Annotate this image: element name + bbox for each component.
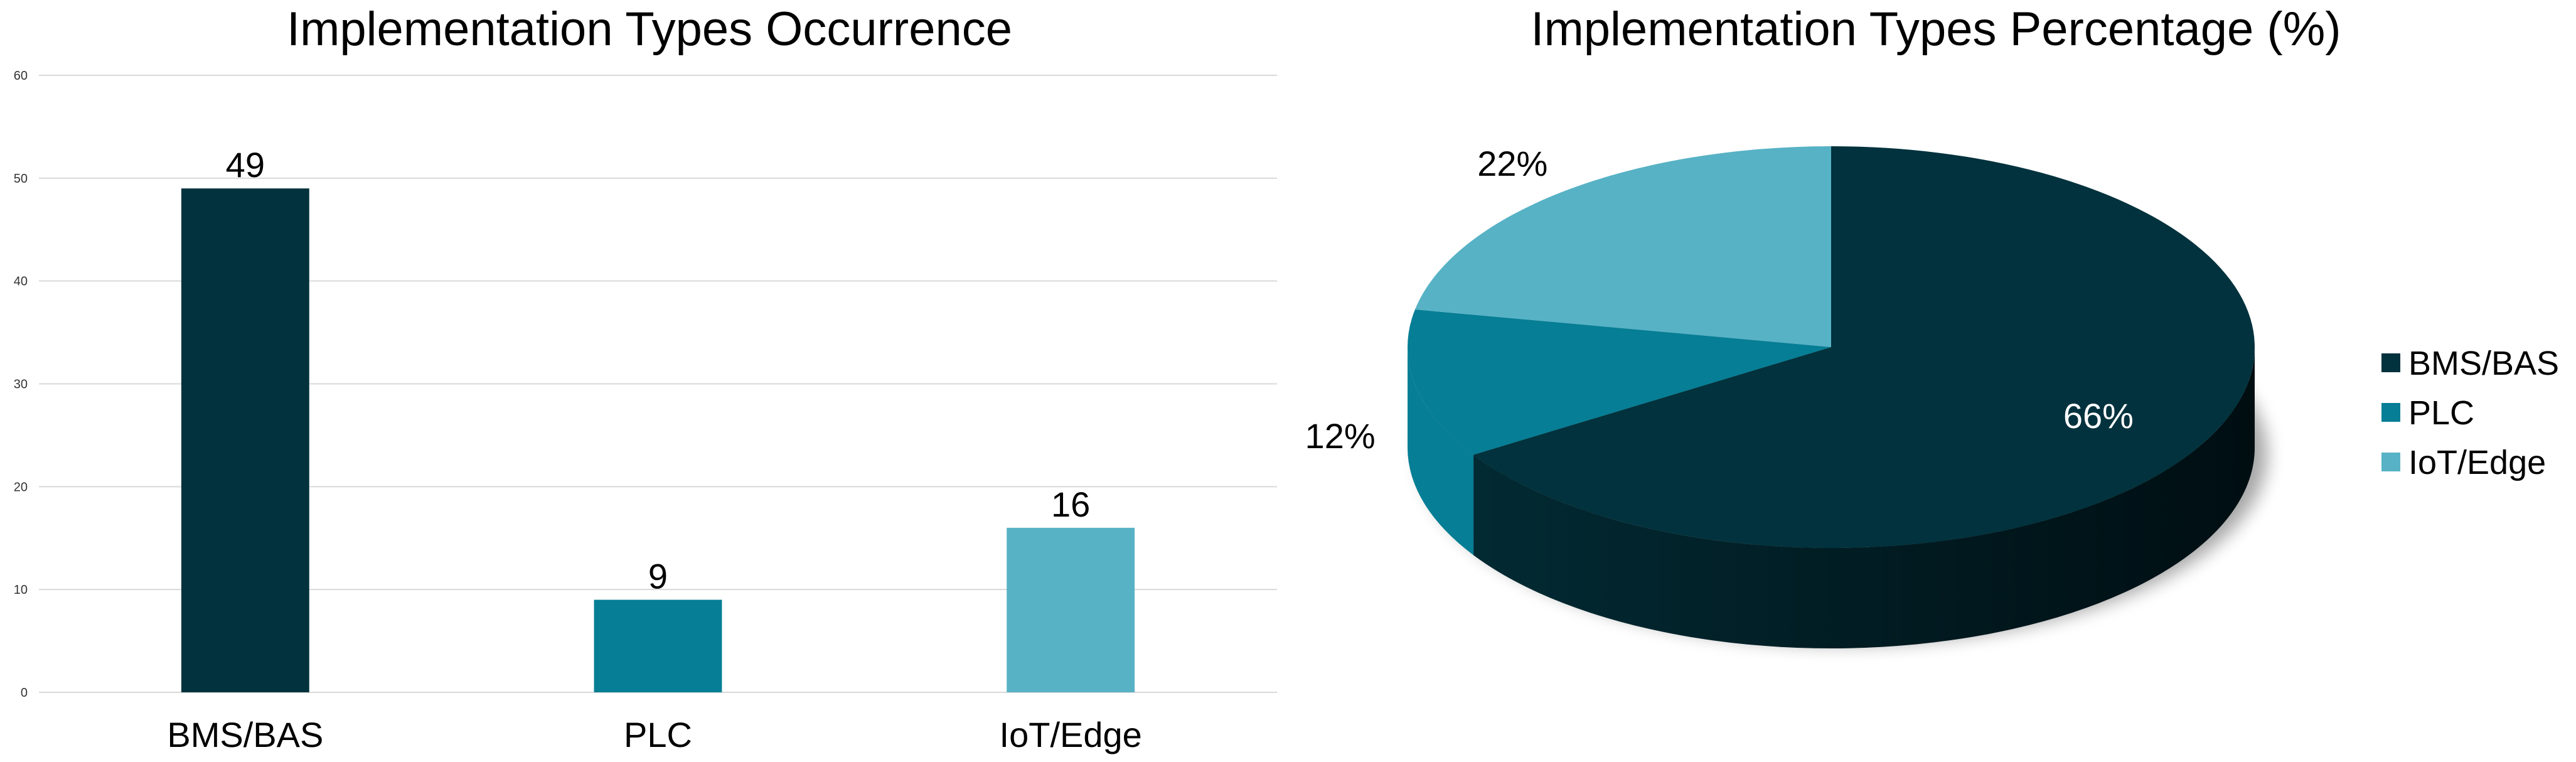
- pie-side-bms-bas: [1473, 347, 2255, 648]
- bar-chart: Implementation Types Occurrence 0 10 20 30 4…: [14, 3, 1277, 754]
- pie-slice-plc: [1408, 309, 1831, 455]
- bar-chart-bars: [181, 188, 1135, 692]
- pie-slice-bms-bas: [1473, 146, 2255, 548]
- bar-chart-x-tick-labels: BMS/BAS PLC IoT/Edge: [167, 715, 1141, 754]
- y-tick-label: 0: [21, 686, 28, 700]
- legend-swatch-bms-bas: [2381, 353, 2400, 372]
- legend-label: BMS/BAS: [2408, 345, 2559, 382]
- x-tick-label: PLC: [624, 715, 692, 754]
- legend-label: PLC: [2408, 394, 2474, 432]
- y-tick-label: 40: [14, 275, 28, 289]
- bar-chart-y-tick-labels: 0 10 20 30 40 50 60: [14, 69, 28, 700]
- y-tick-label: 10: [14, 583, 28, 597]
- pie-value-label: 66%: [2063, 396, 2134, 436]
- bar-value-label: 49: [226, 145, 265, 185]
- pie-data-labels: 66% 12% 22%: [1305, 144, 2134, 456]
- legend-swatch-plc: [2381, 403, 2400, 422]
- pie-side-walls: [1408, 347, 2255, 648]
- pie-slices: [1408, 146, 2255, 548]
- bar-plc: [594, 599, 722, 692]
- legend-swatch-iot-edge: [2381, 453, 2400, 471]
- bar-value-label: 9: [648, 557, 668, 596]
- x-tick-label: BMS/BAS: [167, 715, 323, 754]
- bar-chart-title: Implementation Types Occurrence: [287, 3, 1012, 56]
- pie-value-label: 12%: [1305, 416, 1376, 456]
- bar-iot-edge: [1007, 527, 1135, 692]
- bar-value-label: 16: [1051, 485, 1090, 524]
- x-tick-label: IoT/Edge: [1000, 715, 1142, 754]
- pie-slice-iot-edge: [1414, 146, 1831, 347]
- y-tick-label: 50: [14, 172, 28, 186]
- y-tick-label: 30: [14, 378, 28, 392]
- bar-bms-bas: [181, 188, 309, 692]
- legend-label: IoT/Edge: [2408, 444, 2546, 481]
- y-tick-label: 60: [14, 69, 28, 83]
- pie-value-label: 22%: [1477, 144, 1547, 183]
- pie-side-plc: [1408, 347, 1474, 555]
- y-tick-label: 20: [14, 480, 28, 494]
- pie-chart: Implementation Types Percentage (%) 66% 1…: [1305, 3, 2559, 648]
- bar-chart-data-labels: 49 9 16: [226, 145, 1091, 596]
- pie-legend: BMS/BAS PLC IoT/Edge: [2381, 345, 2559, 481]
- pie-chart-title: Implementation Types Percentage (%): [1531, 3, 2341, 56]
